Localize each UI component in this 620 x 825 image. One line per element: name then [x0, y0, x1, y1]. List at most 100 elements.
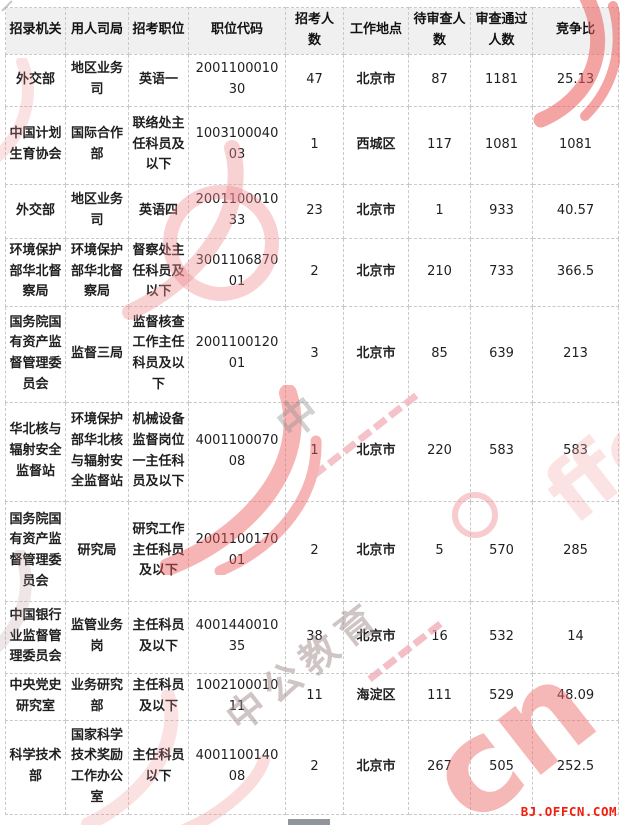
cell-pending-count: 220 [408, 401, 471, 502]
cell-ratio: 14 [532, 600, 619, 674]
cell-passed-count: 570 [470, 500, 533, 602]
cell-agency: 科学技术部 [5, 719, 66, 815]
cell-position: 英语一 [128, 53, 189, 107]
cell-passed-count: 933 [470, 183, 533, 239]
cell-bureau: 环境保护部华北核与辐射安全监督站 [65, 401, 129, 502]
cell-agency: 华北核与辐射安全监督站 [5, 401, 66, 502]
cell-location: 北京市 [343, 237, 409, 307]
table-row: 国务院国有资产监督管理委员会 监督三局 监督核查工作主任科员及以下 200110… [5, 305, 619, 403]
cell-location: 西城区 [343, 105, 409, 185]
cell-code: 200110017001 [188, 500, 286, 602]
cell-bureau: 业务研究部 [65, 672, 129, 721]
cell-position: 机械设备监督岗位一主任科员及以下 [128, 401, 189, 502]
col-header-location: 工作地点 [343, 7, 409, 55]
cell-ratio: 48.09 [532, 672, 619, 721]
table-row: 华北核与辐射安全监督站 环境保护部华北核与辐射安全监督站 机械设备监督岗位一主任… [5, 401, 619, 502]
cell-agency: 外交部 [5, 183, 66, 239]
cell-recruit-count: 2 [285, 500, 344, 602]
col-header-passed-count: 审查通过人数 [470, 7, 533, 55]
cell-pending-count: 85 [408, 305, 471, 403]
cell-position: 联络处主任科员及以下 [128, 105, 189, 185]
cell-ratio: 25.13 [532, 53, 619, 107]
cell-passed-count: 532 [470, 600, 533, 674]
cell-position: 主任科员及以下 [128, 672, 189, 721]
cell-recruit-count: 47 [285, 53, 344, 107]
cell-recruit-count: 2 [285, 237, 344, 307]
cell-pending-count: 1 [408, 183, 471, 239]
col-header-recruit-count: 招考人数 [285, 7, 344, 55]
recruitment-table: 招录机关 用人司局 招考职位 职位代码 招考人数 工作地点 待审查人数 审查通过… [5, 7, 619, 815]
cell-bureau: 地区业务司 [65, 53, 129, 107]
cell-location: 北京市 [343, 401, 409, 502]
col-header-agency: 招录机关 [5, 7, 66, 55]
cell-recruit-count: 2 [285, 719, 344, 815]
cell-bureau: 环境保护部华北督察局 [65, 237, 129, 307]
cell-location: 北京市 [343, 500, 409, 602]
cell-bureau: 监督三局 [65, 305, 129, 403]
cell-pending-count: 16 [408, 600, 471, 674]
cell-code: 200110012001 [188, 305, 286, 403]
cell-ratio: 583 [532, 401, 619, 502]
cell-pending-count: 111 [408, 672, 471, 721]
table-row: 中国计划生育协会 国际合作部 联络处主任科员及以下 100310004003 1… [5, 105, 619, 185]
cell-agency: 国务院国有资产监督管理委员会 [5, 500, 66, 602]
col-header-code: 职位代码 [188, 7, 286, 55]
site-watermark-label: BJ.OFFCN.COM [520, 804, 617, 819]
cell-location: 北京市 [343, 53, 409, 107]
cell-code: 200110001033 [188, 183, 286, 239]
cell-position: 主任科员及以下 [128, 600, 189, 674]
cell-ratio: 285 [532, 500, 619, 602]
cell-passed-count: 1081 [470, 105, 533, 185]
cell-code: 400110007008 [188, 401, 286, 502]
cell-ratio: 40.57 [532, 183, 619, 239]
cell-agency: 中国计划生育协会 [5, 105, 66, 185]
table-row: 环境保护部华北督察局 环境保护部华北督察局 督察处主任科员及以下 3001106… [5, 237, 619, 307]
table-row: 科学技术部 国家科学技术奖励工作办公室 主任科员以下 400110014008 … [5, 719, 619, 815]
cell-recruit-count: 3 [285, 305, 344, 403]
cell-code: 200110001030 [188, 53, 286, 107]
table-row: 中国银行业监督管理委员会 监管业务岗 主任科员及以下 400144001035 … [5, 600, 619, 674]
cell-passed-count: 639 [470, 305, 533, 403]
col-header-bureau: 用人司局 [65, 7, 129, 55]
cell-agency: 中国银行业监督管理委员会 [5, 600, 66, 674]
col-header-position: 招考职位 [128, 7, 189, 55]
cell-position: 研究工作主任科员及以下 [128, 500, 189, 602]
cell-passed-count: 733 [470, 237, 533, 307]
cell-passed-count: 583 [470, 401, 533, 502]
cell-bureau: 地区业务司 [65, 183, 129, 239]
cell-code: 100310004003 [188, 105, 286, 185]
cell-pending-count: 5 [408, 500, 471, 602]
cell-ratio: 366.5 [532, 237, 619, 307]
cell-location: 北京市 [343, 305, 409, 403]
cell-agency: 外交部 [5, 53, 66, 107]
cell-bureau: 国际合作部 [65, 105, 129, 185]
cell-code: 400144001035 [188, 600, 286, 674]
cell-bureau: 研究局 [65, 500, 129, 602]
cell-agency: 中央党史研究室 [5, 672, 66, 721]
cell-location: 海淀区 [343, 672, 409, 721]
cell-pending-count: 267 [408, 719, 471, 815]
cell-recruit-count: 1 [285, 105, 344, 185]
cell-passed-count: 505 [470, 719, 533, 815]
cell-position: 英语四 [128, 183, 189, 239]
cell-pending-count: 87 [408, 53, 471, 107]
header-row: 招录机关 用人司局 招考职位 职位代码 招考人数 工作地点 待审查人数 审查通过… [5, 7, 619, 55]
cell-ratio: 252.5 [532, 719, 619, 815]
cell-position: 督察处主任科员及以下 [128, 237, 189, 307]
cell-passed-count: 1181 [470, 53, 533, 107]
table-row: 外交部 地区业务司 英语一 200110001030 47 北京市 87 118… [5, 53, 619, 107]
cell-location: 北京市 [343, 719, 409, 815]
cell-recruit-count: 23 [285, 183, 344, 239]
cell-position: 主任科员以下 [128, 719, 189, 815]
table-row: 国务院国有资产监督管理委员会 研究局 研究工作主任科员及以下 200110017… [5, 500, 619, 602]
cell-position: 监督核查工作主任科员及以下 [128, 305, 189, 403]
cell-recruit-count: 38 [285, 600, 344, 674]
col-header-ratio: 竞争比 [532, 7, 619, 55]
table-row: 中央党史研究室 业务研究部 主任科员及以下 100210001011 11 海淀… [5, 672, 619, 721]
cell-ratio: 1081 [532, 105, 619, 185]
cell-pending-count: 117 [408, 105, 471, 185]
cell-pending-count: 210 [408, 237, 471, 307]
horizontal-scrollbar-thumb[interactable] [288, 819, 330, 825]
col-header-pending-count: 待审查人数 [408, 7, 471, 55]
